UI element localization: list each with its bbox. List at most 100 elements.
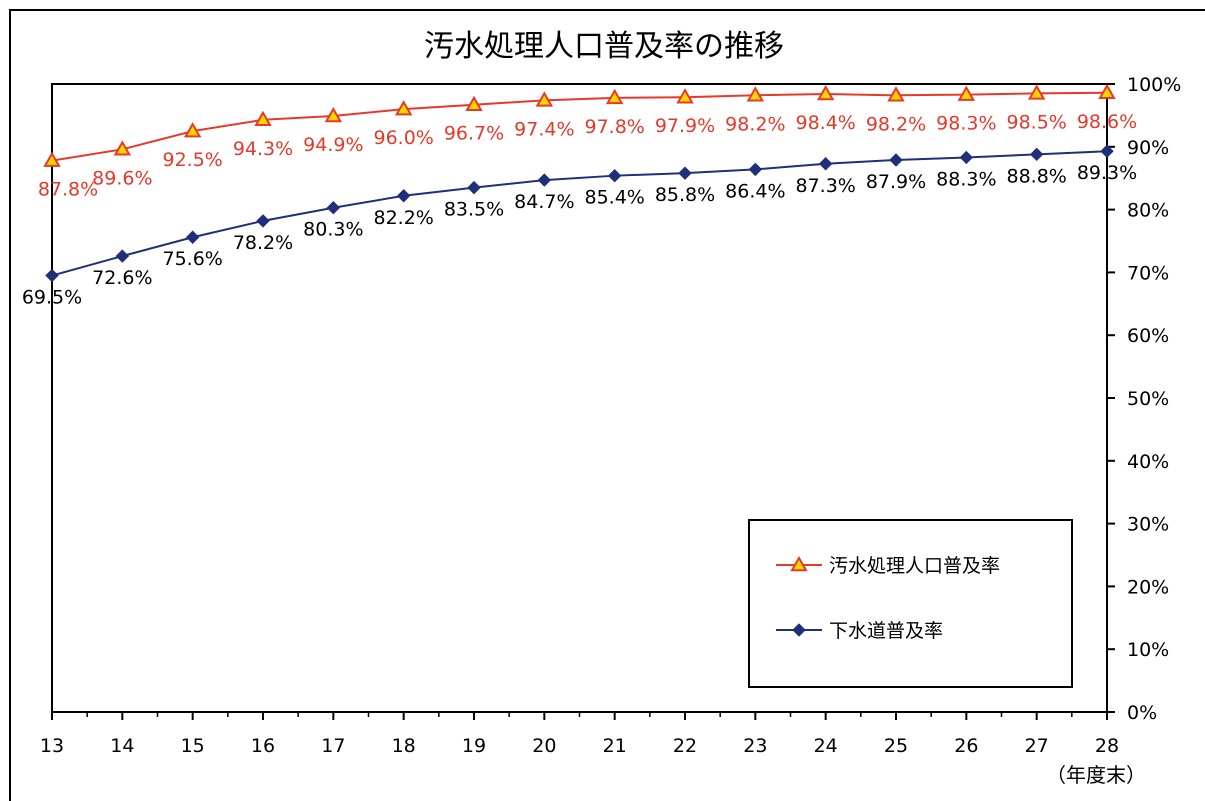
y-tick-label: 20%	[1127, 576, 1169, 598]
data-label: 87.3%	[795, 175, 855, 197]
x-tick-label: 23	[743, 735, 767, 757]
chart-title: 汚水処理人口普及率の推移	[424, 29, 784, 64]
data-point	[467, 180, 481, 195]
y-tick-label: 90%	[1127, 137, 1169, 159]
data-point	[816, 85, 835, 101]
data-point	[256, 214, 270, 228]
data-point	[183, 122, 202, 138]
data-point	[889, 153, 903, 167]
data-point	[748, 162, 763, 177]
x-tick-label: 26	[954, 735, 978, 757]
data-point	[465, 95, 483, 111]
x-tick-label: 27	[1025, 735, 1049, 757]
data-point	[818, 157, 833, 171]
data-label: 98.6%	[1077, 111, 1137, 133]
series-line	[51, 91, 1108, 162]
y-tick-label: 100%	[1127, 74, 1181, 96]
legend-marker	[792, 623, 806, 637]
data-label: 85.4%	[584, 187, 644, 209]
data-label: 97.8%	[584, 116, 644, 138]
y-axis: 0% 10% 20% 30% 40% 50% 60% 70% 80% 90% 100%	[1107, 74, 1181, 724]
y-tick-label: 30%	[1127, 514, 1169, 536]
data-label: 92.5%	[162, 149, 222, 171]
x-tick-label: 17	[321, 735, 345, 757]
data-point	[957, 85, 976, 101]
data-label: 87.9%	[866, 171, 926, 193]
data-point	[959, 150, 974, 165]
data-point	[394, 100, 413, 116]
data-label: 94.3%	[233, 138, 293, 160]
y-tick-label: 40%	[1127, 451, 1169, 473]
data-point	[537, 173, 552, 187]
x-axis: 13 14 15 16 17 18 19 20 21 22 23 24 25 26 27 28	[40, 712, 1119, 757]
data-point	[678, 166, 692, 180]
y-tick-label: 50%	[1127, 388, 1169, 410]
data-label: 78.2%	[233, 232, 293, 254]
data-label: 86.4%	[725, 180, 785, 202]
data-label: 72.6%	[92, 267, 152, 289]
x-tick-label: 20	[532, 735, 556, 757]
data-label: 83.5%	[444, 199, 504, 221]
data-point	[1029, 147, 1044, 162]
y-tick-label: 0%	[1127, 702, 1157, 724]
y-tick-label: 10%	[1127, 639, 1169, 661]
data-label: 96.7%	[444, 123, 504, 145]
x-tick-label: 24	[814, 735, 838, 757]
data-label: 69.5%	[22, 287, 82, 309]
data-label: 88.3%	[936, 168, 996, 190]
x-tick-label: 25	[884, 735, 908, 757]
legend-label: 汚水処理人口普及率	[829, 555, 1000, 577]
legend-marker	[790, 555, 808, 572]
x-unit-label: （年度末）	[1046, 763, 1146, 787]
y-tick-label: 60%	[1127, 325, 1169, 347]
data-point	[605, 88, 624, 105]
data-point	[326, 201, 341, 215]
data-point	[746, 86, 765, 102]
data-point	[396, 189, 411, 203]
y-tick-label: 70%	[1127, 262, 1169, 284]
legend-label: 下水道普及率	[829, 620, 943, 642]
series-line	[51, 150, 1108, 277]
data-point	[1027, 84, 1046, 100]
data-point	[115, 249, 130, 263]
y-tick-label: 80%	[1127, 200, 1169, 222]
x-tick-label: 13	[40, 735, 64, 757]
data-label: 85.8%	[655, 184, 715, 206]
data-label: 98.2%	[725, 113, 785, 135]
data-point	[45, 268, 59, 283]
data-label: 82.2%	[373, 207, 433, 229]
x-tick-label: 22	[673, 735, 697, 757]
data-label: 97.9%	[655, 115, 715, 137]
x-tick-label: 19	[462, 735, 486, 757]
data-label: 97.4%	[514, 118, 574, 140]
data-label: 94.9%	[303, 134, 363, 156]
data-point	[254, 110, 272, 127]
series-layer	[43, 83, 1116, 283]
data-point	[887, 86, 905, 102]
data-point	[535, 91, 554, 107]
data-label: 89.3%	[1077, 162, 1137, 184]
data-label: 75.6%	[162, 248, 222, 270]
data-label: 96.0%	[373, 127, 433, 149]
data-label: 89.6%	[92, 167, 152, 189]
data-point	[43, 151, 61, 167]
data-point	[607, 168, 622, 183]
x-tick-label: 21	[603, 735, 627, 757]
x-tick-label: 18	[392, 735, 416, 757]
data-point	[1100, 144, 1114, 158]
data-label: 98.4%	[795, 112, 855, 134]
data-point	[324, 107, 343, 123]
data-label: 98.3%	[936, 113, 996, 135]
data-label: 98.2%	[866, 113, 926, 135]
data-label: 98.5%	[1006, 111, 1066, 133]
x-tick-label: 15	[181, 735, 205, 757]
data-point	[1098, 83, 1116, 100]
data-point	[113, 140, 132, 156]
x-tick-label: 14	[110, 735, 134, 757]
x-tick-label: 28	[1095, 735, 1119, 757]
data-labels-layer: 87.8%89.6% 92.5% 94.3% 94.9% 96.0% 96.7% 97.4%…	[22, 111, 1137, 309]
data-label: 87.8%	[38, 179, 98, 201]
data-label: 88.8%	[1006, 165, 1066, 187]
